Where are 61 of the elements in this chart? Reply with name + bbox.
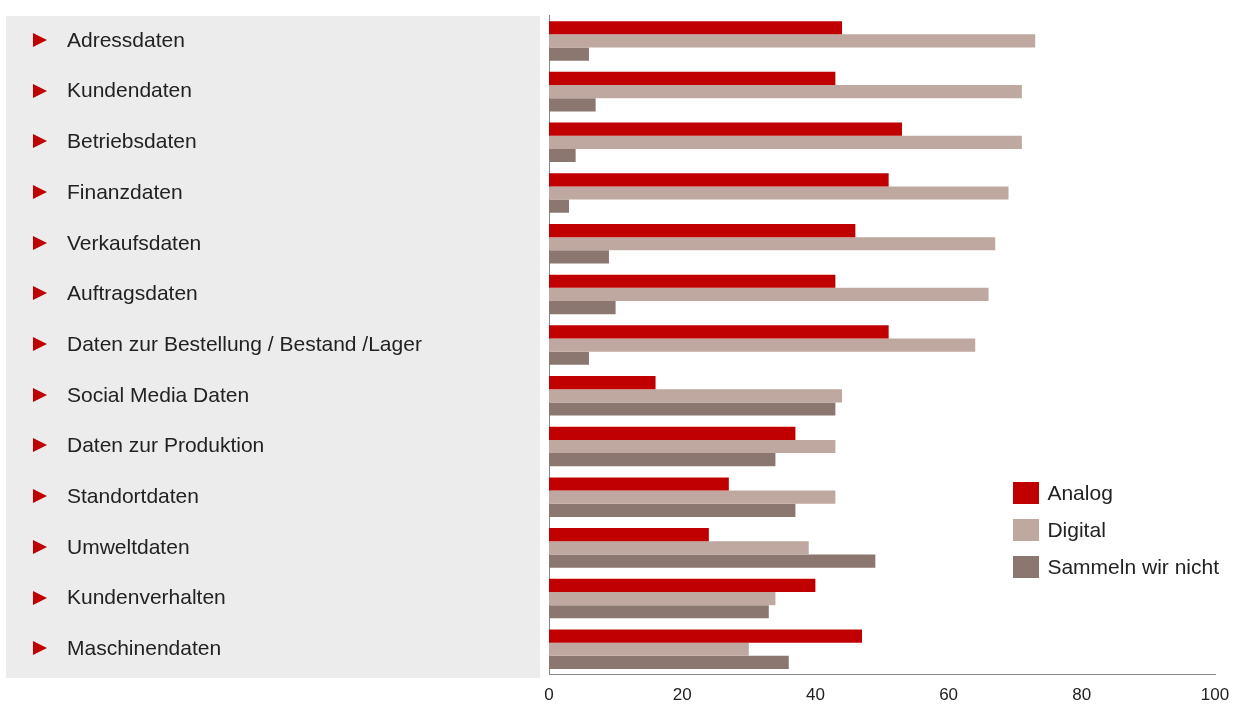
bar bbox=[549, 199, 569, 213]
bar bbox=[549, 528, 709, 542]
bar bbox=[549, 301, 616, 315]
bar bbox=[549, 591, 776, 606]
bar bbox=[549, 85, 1022, 99]
x-tick-label: 60 bbox=[939, 685, 959, 705]
bar bbox=[549, 642, 749, 656]
bar bbox=[549, 274, 836, 288]
bar bbox=[549, 173, 889, 187]
bar bbox=[549, 376, 656, 390]
bar bbox=[549, 351, 589, 365]
bar bbox=[549, 402, 836, 416]
bar bbox=[549, 237, 996, 251]
bar bbox=[549, 578, 816, 592]
y-tick-label: Social Media Daten bbox=[67, 382, 250, 406]
bar bbox=[549, 287, 989, 301]
bar bbox=[549, 98, 596, 112]
y-tick-label: Umweltdaten bbox=[67, 534, 190, 558]
bar bbox=[549, 34, 1036, 48]
x-tick-label: 80 bbox=[1072, 685, 1092, 705]
bar bbox=[549, 605, 769, 619]
bar bbox=[549, 223, 856, 238]
y-tick-label: Kundenverhalten bbox=[67, 585, 226, 609]
bar bbox=[549, 453, 776, 467]
bar bbox=[549, 389, 843, 403]
bar bbox=[549, 71, 836, 86]
bar bbox=[549, 554, 876, 568]
x-tick-label: 40 bbox=[805, 685, 825, 705]
bar bbox=[549, 47, 589, 61]
bar bbox=[549, 655, 789, 670]
legend-label: Analog bbox=[1047, 481, 1113, 506]
y-tick-label: Auftragsdaten bbox=[67, 281, 198, 305]
bar bbox=[549, 439, 836, 454]
y-tick-label: Maschinendaten bbox=[67, 636, 222, 660]
y-tick-label: Finanzdaten bbox=[67, 179, 183, 203]
bar bbox=[549, 426, 796, 440]
bar bbox=[549, 135, 1022, 149]
bar bbox=[549, 477, 729, 491]
bar bbox=[549, 250, 609, 264]
x-tick-label: 100 bbox=[1200, 685, 1230, 705]
legend-label: Sammeln wir nicht bbox=[1047, 555, 1219, 580]
bar bbox=[549, 503, 796, 517]
x-tick-label: 20 bbox=[672, 685, 692, 705]
bar bbox=[549, 21, 843, 35]
y-tick-label: Standortdaten bbox=[67, 483, 199, 507]
x-tick-label: 0 bbox=[544, 685, 554, 705]
y-tick-label: Verkaufsdaten bbox=[67, 230, 202, 254]
y-tick-label: Daten zur Bestellung / Bestand /Lager bbox=[67, 331, 422, 355]
bar bbox=[549, 338, 976, 352]
y-tick-label: Betriebsdaten bbox=[67, 129, 197, 153]
bar bbox=[549, 186, 1009, 200]
bar bbox=[549, 325, 889, 339]
bar bbox=[549, 490, 836, 504]
bar bbox=[549, 148, 576, 163]
y-tick-label: Daten zur Produktion bbox=[67, 433, 265, 457]
bar bbox=[549, 541, 809, 555]
legend-label: Digital bbox=[1047, 518, 1106, 543]
bar bbox=[549, 629, 863, 643]
bar bbox=[549, 122, 902, 136]
y-tick-label: Adressdaten bbox=[67, 27, 185, 51]
y-tick-label: Kundendaten bbox=[67, 78, 192, 102]
